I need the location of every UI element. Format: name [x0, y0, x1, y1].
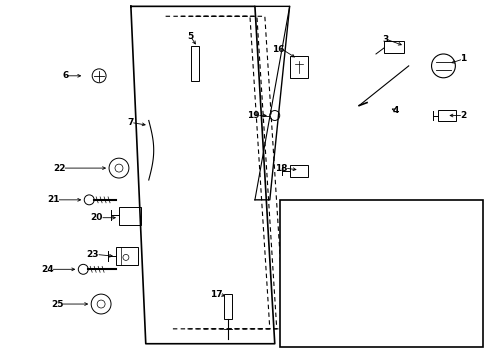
Bar: [297, 292, 303, 304]
Text: 12: 12: [324, 277, 337, 286]
Bar: [438, 109, 455, 121]
Bar: [418, 264, 429, 284]
Bar: [279, 200, 482, 347]
Text: 9: 9: [421, 312, 427, 321]
Text: 3: 3: [382, 35, 388, 44]
Text: 15: 15: [319, 208, 332, 217]
Text: 24: 24: [41, 265, 53, 274]
Text: 22: 22: [53, 163, 65, 172]
Bar: [289, 165, 307, 177]
Text: 18: 18: [275, 163, 287, 172]
Text: 20: 20: [91, 213, 103, 222]
Text: 19: 19: [247, 111, 259, 120]
Text: 14: 14: [301, 237, 314, 246]
Bar: [305, 292, 311, 304]
Bar: [119, 207, 141, 225]
Bar: [116, 247, 138, 265]
Bar: [294, 289, 314, 307]
Text: 23: 23: [86, 250, 99, 259]
Text: 17: 17: [209, 289, 222, 298]
Bar: [418, 239, 429, 260]
Text: 10: 10: [437, 223, 449, 232]
Bar: [413, 235, 452, 314]
Bar: [383, 41, 403, 53]
Text: 25: 25: [51, 300, 63, 309]
Text: 21: 21: [47, 195, 60, 204]
Bar: [191, 46, 199, 81]
Text: 7: 7: [127, 118, 134, 127]
Text: 16: 16: [272, 45, 284, 54]
Bar: [289, 56, 307, 78]
Bar: [433, 244, 447, 299]
Text: 1: 1: [459, 54, 466, 63]
Text: 11: 11: [371, 312, 383, 321]
Text: 8: 8: [475, 250, 481, 259]
Bar: [398, 225, 423, 237]
Bar: [224, 294, 232, 319]
Text: 6: 6: [62, 71, 68, 80]
Bar: [418, 304, 438, 314]
Text: 2: 2: [459, 111, 466, 120]
Text: 4: 4: [392, 106, 398, 115]
Text: 13: 13: [279, 283, 291, 292]
Text: 5: 5: [187, 32, 193, 41]
